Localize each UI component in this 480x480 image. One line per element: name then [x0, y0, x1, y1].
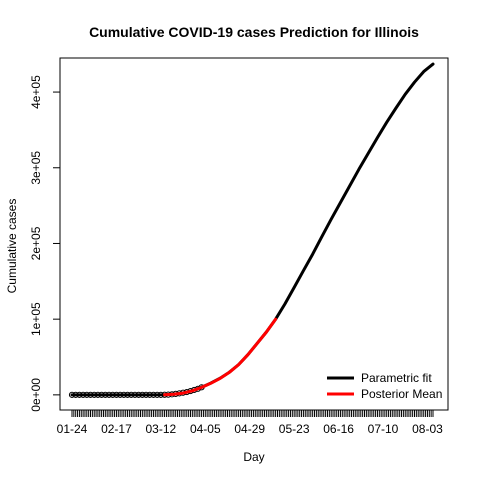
x-tick-label: 06-16: [323, 422, 354, 436]
x-axis-label: Day: [243, 450, 264, 464]
x-tick-label: 07-10: [368, 422, 399, 436]
series-lines: [70, 62, 435, 397]
chart-title: Cumulative COVID-19 cases Prediction for…: [89, 24, 419, 40]
x-tick-label: 01-24: [57, 422, 88, 436]
legend-label-parametric-fit: Parametric fit: [361, 371, 432, 385]
y-tick-label: 2e+05: [29, 226, 43, 260]
x-tick-label: 08-03: [412, 422, 443, 436]
y-axis-label: Cumulative cases: [5, 199, 19, 294]
x-tick-label: 03-12: [146, 422, 177, 436]
x-tick-label: 04-29: [234, 422, 265, 436]
x-tick-label: 04-05: [190, 422, 221, 436]
y-tick-label: 0e+00: [29, 378, 43, 412]
x-tick-label: 02-17: [101, 422, 132, 436]
plot-box: [59, 57, 449, 411]
legend: Parametric fit Posterior Mean: [327, 371, 442, 401]
y-tick-label: 4e+05: [29, 75, 43, 109]
y-axis: 0e+00 1e+05 2e+05 3e+05 4e+05: [29, 75, 60, 412]
y-tick-label: 1e+05: [29, 302, 43, 336]
y-tick-label: 3e+05: [29, 151, 43, 185]
x-tick-label: 05-23: [279, 422, 310, 436]
x-axis: 01-24 02-17 03-12 04-05 04-29 05-23 06-16 07-10…: [57, 410, 443, 436]
legend-label-posterior-mean: Posterior Mean: [361, 387, 442, 401]
series-line-posterior-mean: [163, 317, 278, 397]
